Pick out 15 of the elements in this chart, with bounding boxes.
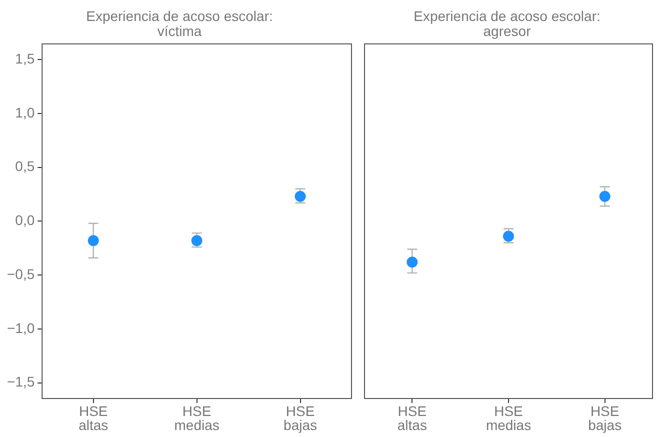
x-tick-label: HSE medias [486, 402, 532, 433]
y-tick-label: −0,5 [6, 266, 35, 282]
y-tick-label: 0,0 [15, 212, 35, 228]
y-tick-label: 1,0 [15, 104, 35, 120]
x-tick-label: HSE bajas [284, 402, 318, 433]
chart-title: Experiencia de acoso escolar: víctima [86, 8, 273, 39]
y-tick-label: 0,5 [15, 158, 35, 174]
y-tick-label: −1,5 [6, 374, 35, 390]
x-tick-label: HSE altas [78, 402, 108, 433]
y-tick-label: 1,5 [15, 50, 35, 66]
chart-title: Experiencia de acoso escolar: agresor [414, 8, 600, 39]
x-tick-label: HSE medias [174, 402, 220, 433]
x-tick-label: HSE bajas [588, 402, 622, 433]
y-tick-label: −1,0 [6, 320, 35, 336]
x-tick-label: HSE altas [397, 402, 427, 433]
